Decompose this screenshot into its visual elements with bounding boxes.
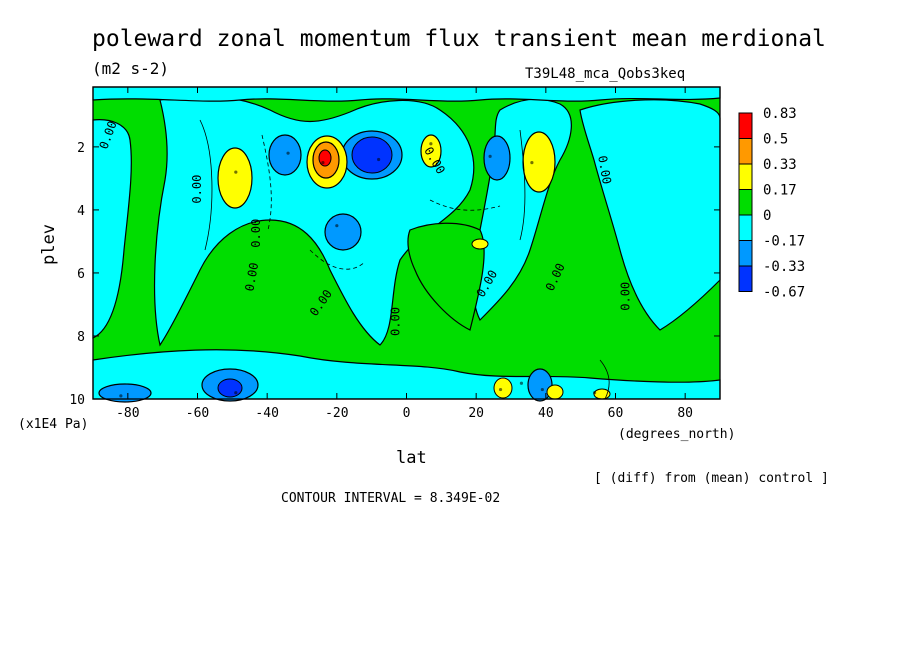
contour-label: 0.00 <box>618 282 632 311</box>
x-tick-label: -80 <box>116 406 139 421</box>
field-region-pos-green-central <box>407 222 485 331</box>
colorbar-label: -0.17 <box>763 234 805 250</box>
contour-label: 0.00 <box>249 219 263 248</box>
y-axis: 2 4 6 8 10 <box>69 141 720 408</box>
core-neg-2 <box>268 134 302 176</box>
core-pos-yellow-7 <box>546 384 564 400</box>
y-tick-label: 10 <box>69 393 85 408</box>
footnote: [ (diff) from (mean) control ] <box>594 471 829 486</box>
colorbar-label: 0 <box>763 208 771 224</box>
core-neg-8 <box>351 136 393 174</box>
field-regions <box>92 86 721 403</box>
colorbar-swatch <box>738 112 753 139</box>
x-tick-label: -20 <box>325 406 348 421</box>
field-region-neg-east <box>579 99 721 331</box>
core-pos-yellow-5 <box>471 238 489 250</box>
y-axis-title: plev <box>39 224 59 265</box>
contour-label: 0.00 <box>190 175 204 204</box>
colorbar-swatch <box>738 214 753 241</box>
field-feature-8 <box>234 391 238 395</box>
x-units-label: (degrees_north) <box>618 427 735 442</box>
x-axis: -80 -60 -40 -20 0 20 40 60 80 <box>116 87 693 421</box>
core-neg-3 <box>483 135 511 181</box>
colorbar-label: -0.67 <box>763 285 805 301</box>
field-feature-2 <box>286 151 290 155</box>
colorbar-swatch <box>738 189 753 216</box>
colorbar-label: 0.33 <box>763 157 797 173</box>
x-tick-label: 40 <box>538 406 554 421</box>
field-feature-12 <box>593 391 597 395</box>
core-pos-yellow-6 <box>493 377 513 399</box>
contour-line-6 <box>599 359 610 400</box>
x-tick-label: -40 <box>255 406 278 421</box>
chart-title: poleward zonal momentum flux transient m… <box>92 26 826 52</box>
colorbar-swatch <box>738 265 753 292</box>
y-tick-label: 2 <box>77 141 85 156</box>
field-region-neg-west <box>92 119 132 339</box>
contour-line-1 <box>199 119 213 251</box>
contour-line-2 <box>261 134 272 231</box>
field-feature-11 <box>540 387 544 392</box>
colorbar-swatch <box>738 163 753 190</box>
y-tick-label: 8 <box>77 330 85 345</box>
plot-area: 0.000.000.000.000.000.000.000.00 0.000.00… <box>92 86 721 403</box>
core-pos-yellow-3 <box>522 131 556 193</box>
field-region-neg-top-strip <box>92 86 721 102</box>
x-tick-label: 80 <box>677 406 693 421</box>
field-feature-6 <box>488 154 492 158</box>
field-feature-4 <box>530 161 534 165</box>
contour-line-4 <box>519 129 526 241</box>
contour-line-5 <box>309 249 366 270</box>
units-label: (m2 s-2) <box>92 59 169 78</box>
colorbar-label: -0.33 <box>763 259 805 275</box>
y-tick-label: 4 <box>77 204 85 219</box>
experiment-label: T39L48_mca_Qobs3keq <box>525 66 685 82</box>
core-neg-6 <box>98 383 152 403</box>
contour-line-3 <box>429 199 501 211</box>
field-feature-13 <box>519 381 524 385</box>
field-feature-7 <box>335 224 339 228</box>
x-tick-label: 0 <box>403 406 411 421</box>
field-feature-9 <box>119 394 123 398</box>
colorbar: 0.83 0.5 0.33 0.17 0 -0.17 -0.33 -0.67 <box>738 106 805 301</box>
x-tick-label: -60 <box>186 406 209 421</box>
core-pos-yellow-8 <box>593 388 611 400</box>
contour-interval: CONTOUR INTERVAL = 8.349E-02 <box>281 491 500 506</box>
contour-label: 0.00 <box>389 307 403 336</box>
core-pos-red-1 <box>318 149 332 167</box>
x-tick-label: 20 <box>468 406 484 421</box>
field-feature-1 <box>377 157 381 162</box>
core-pos-yellow-4 <box>420 134 442 168</box>
colorbar-label: 0.17 <box>763 183 797 199</box>
colorbar-label: 0.5 <box>763 132 788 148</box>
core-neg-4 <box>324 213 362 251</box>
y-tick-label: 6 <box>77 267 85 282</box>
colorbar-swatch <box>738 138 753 165</box>
field-feature-10 <box>498 387 503 392</box>
field-feature-0 <box>321 161 325 165</box>
contour-label: 0.00 <box>242 261 261 292</box>
colorbar-swatch <box>738 240 753 267</box>
colorbar-label: 0.83 <box>763 106 797 122</box>
field-feature-3 <box>234 170 238 174</box>
field-feature-5 <box>429 142 433 146</box>
contour-label: 0.00 <box>595 154 614 185</box>
y-units-label: (x1E4 Pa) <box>18 417 88 432</box>
x-axis-title: lat <box>396 448 427 468</box>
x-tick-label: 60 <box>608 406 624 421</box>
core-neg-9 <box>217 378 243 398</box>
core-pos-yellow-2 <box>217 147 253 209</box>
